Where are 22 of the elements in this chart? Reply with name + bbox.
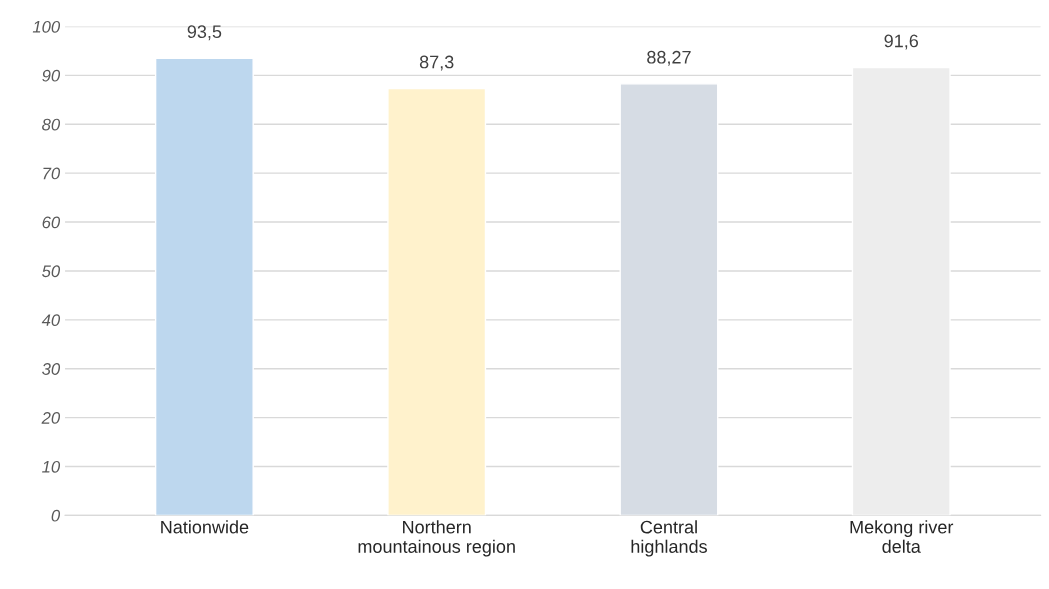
y-tick-label: 100 [32, 20, 61, 33]
bar [387, 87, 487, 516]
y-tick-label: 90 [42, 69, 61, 82]
y-tick-label: 30 [42, 363, 61, 375]
bar [851, 66, 951, 516]
data-label: 88,27 [647, 50, 691, 66]
y-tick-label: 80 [42, 118, 61, 131]
y-tick-label: 40 [41, 314, 61, 327]
x-tick-label: Mekong river delta [850, 520, 954, 553]
y-tick-label: 20 [41, 412, 61, 424]
bar [154, 57, 254, 516]
y-tick-label: 60 [42, 216, 61, 229]
data-label: 87,3 [419, 55, 454, 71]
y-tick-label: 0 [51, 509, 61, 522]
y-tick-label: 70 [43, 167, 61, 180]
x-tick-label: Central highlands [631, 520, 707, 557]
data-label: 93,5 [187, 25, 222, 41]
x-tick-label: Nationwide [161, 520, 249, 534]
x-tick-label: Northern mountainous region [358, 520, 515, 557]
data-label: 91,6 [884, 34, 919, 50]
y-tick-label: 50 [42, 265, 61, 278]
y-tick-label: 10 [42, 460, 61, 473]
